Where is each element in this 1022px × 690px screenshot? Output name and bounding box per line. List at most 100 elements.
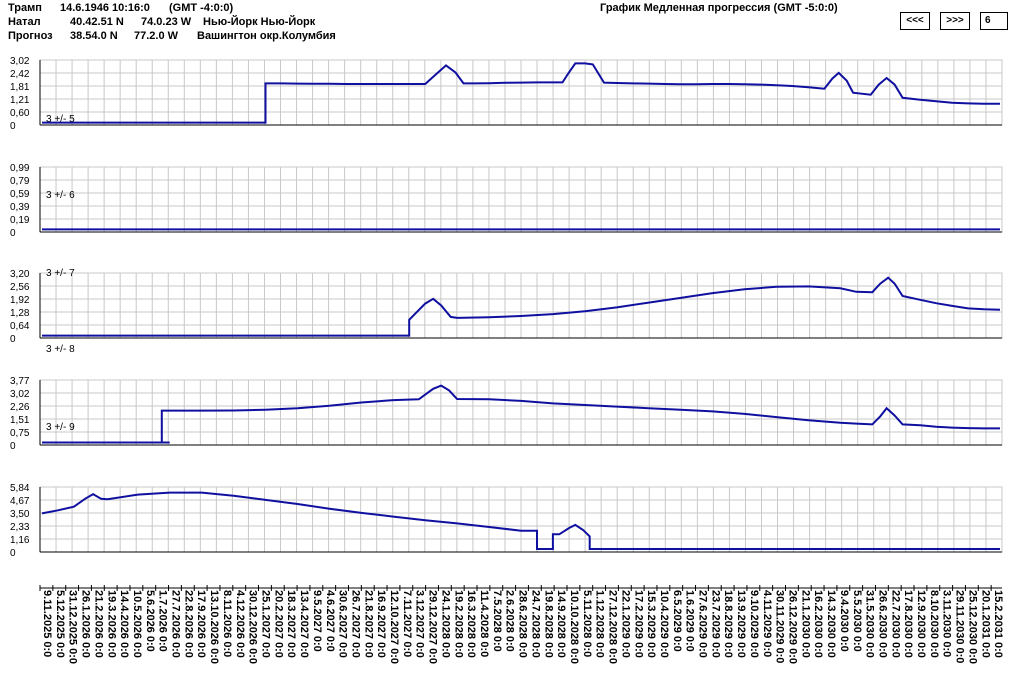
date-label: 5.11.2028 0:0: [581, 590, 593, 657]
date-label: 2.6.2028 0:0: [504, 590, 516, 652]
y-tick-label: 2,42: [10, 69, 30, 80]
date-label: 29.12.2027 0:0: [427, 590, 439, 664]
date-label: 1.6.2029 0:0: [684, 590, 696, 652]
date-label: 3.11.2030 0:0: [941, 590, 953, 657]
y-tick-label: 3,02: [10, 389, 30, 400]
prev-button[interactable]: <<<: [900, 12, 930, 30]
date-label: 31.12.2025 0:0: [67, 590, 79, 664]
date-label: 27.7.2026 0:0: [170, 590, 182, 658]
next-button[interactable]: >>>: [940, 12, 970, 30]
y-tick-label: 3,50: [10, 509, 30, 520]
y-tick-label: 3,77: [10, 376, 30, 387]
date-label: 24.7.2028 0:0: [529, 590, 541, 658]
natal-longitude: 74.0.23 W: [141, 16, 192, 28]
y-tick-label: 0: [10, 334, 16, 345]
date-label: 27.12.2028 0:0: [607, 590, 619, 664]
y-tick-label: 0,99: [10, 163, 30, 174]
date-label: 3.12.2027 0:0: [414, 590, 426, 658]
date-label: 9.10.2029 0:0: [748, 590, 760, 658]
date-label: 22.7.2030 0:0: [889, 590, 901, 658]
date-label: 10.4.2029 0:0: [658, 590, 670, 658]
natal-label: Натал: [8, 16, 41, 28]
y-tick-label: 0,19: [10, 215, 30, 226]
date-label: 9.11.2025 0:0: [41, 590, 53, 657]
series-line: [42, 62, 1000, 124]
y-tick-label: 1,51: [10, 415, 30, 426]
date-label: 4.6.2027 0:0: [324, 590, 336, 652]
date-label: 30.6.2027 0:0: [337, 590, 349, 658]
date-label: 22.1.2029 0:0: [619, 590, 631, 658]
step-value-field[interactable]: 6: [980, 12, 1008, 30]
forecast-place: Вашингтон окр.Колумбия: [197, 30, 336, 42]
y-tick-label: 2,33: [10, 522, 30, 533]
date-label: 22.8.2026 0:0: [182, 590, 194, 658]
date-label: 30.11.2029 0:0: [774, 590, 786, 663]
date-label: 20.1.2031 0:0: [979, 590, 991, 658]
date-label: 14.3.2030 0:0: [825, 590, 837, 658]
date-label: 26.7.2027 0:0: [349, 590, 361, 658]
date-label: 14.4.2026 0:0: [118, 590, 130, 658]
series-line: [42, 276, 1001, 337]
date-label: 7.11.2027 0:0: [401, 590, 413, 657]
date-label: 16.3.2028 0:0: [465, 590, 477, 658]
date-label: 17.2.2029 0:0: [632, 590, 644, 658]
y-tick-label: 0,59: [10, 189, 30, 200]
y-tick-label: 3,20: [10, 269, 30, 280]
y-tick-label: 0,60: [10, 108, 30, 119]
date-label: 13.4.2027 0:0: [298, 590, 310, 658]
date-label: 16.9.2027 0:0: [375, 590, 387, 658]
panel-label: 3 +/- 5: [46, 114, 75, 125]
date-label: 21.1.2030 0:0: [799, 590, 811, 658]
date-label: 14.9.2028 0:0: [555, 590, 567, 658]
panel-label: 3 +/- 8: [46, 344, 75, 355]
date-label: 18.8.2029 0:0: [722, 590, 734, 658]
date-label: 5.5.2030 0:0: [851, 590, 863, 652]
y-tick-label: 1,21: [10, 95, 30, 106]
date-label: 7.5.2028 0:0: [491, 590, 503, 652]
date-label: 15.3.2029 0:0: [645, 590, 657, 658]
y-tick-label: 1,92: [10, 295, 30, 306]
date-label: 17.8.2030 0:0: [902, 590, 914, 658]
y-tick-label: 1,81: [10, 82, 30, 93]
panel-label: 3 +/- 7: [46, 268, 75, 279]
date-label: 1.12.2028 0:0: [594, 590, 606, 658]
date-label: 12.10.2027 0:0: [388, 590, 400, 664]
series-line: [42, 384, 1000, 444]
date-label: 10.5.2026 0:0: [131, 590, 143, 658]
date-label: 24.1.2028 0:0: [439, 590, 451, 658]
date-label: 15.2.2031 0:0: [992, 590, 1004, 658]
date-label: 29.11.2030 0:0: [954, 590, 966, 663]
y-tick-label: 0: [10, 121, 16, 132]
series-line: [41, 491, 1000, 550]
y-tick-label: 2,56: [10, 282, 30, 293]
date-label: 8.10.2030 0:0: [928, 590, 940, 658]
date-label: 13.10.2026 0:0: [208, 590, 220, 664]
natal-place: Нью-Йорк Нью-Йорк: [203, 16, 316, 28]
date-label: 23.7.2029 0:0: [709, 590, 721, 658]
y-tick-label: 2,26: [10, 402, 30, 413]
natal-latitude: 40.42.51 N: [70, 16, 124, 28]
date-label: 11.4.2028 0:0: [478, 590, 490, 657]
date-label: 6.5.2029 0:0: [671, 590, 683, 652]
y-tick-label: 5,84: [10, 483, 30, 494]
y-tick-label: 0: [10, 228, 16, 239]
forecast-latitude: 38.54.0 N: [70, 30, 118, 42]
date-label: 25.1.2027 0:0: [260, 590, 272, 658]
date-label: 16.2.2030 0:0: [812, 590, 824, 658]
date-label: 26.12.2029 0:0: [786, 590, 798, 664]
date-label: 18.3.2027 0:0: [285, 590, 297, 658]
y-tick-label: 0: [10, 441, 16, 452]
y-tick-label: 1,28: [10, 308, 30, 319]
panel-label: 3 +/- 6: [46, 190, 75, 201]
date-label: 26.6.2030 0:0: [876, 590, 888, 658]
y-tick-label: 4,67: [10, 496, 30, 507]
y-tick-label: 0,79: [10, 176, 30, 187]
date-label: 20.2.2027 0:0: [272, 590, 284, 658]
date-label: 5.6.2026 0:0: [144, 590, 156, 652]
birth-datetime: 14.6.1946 10:16:0: [60, 2, 150, 14]
date-label: 21.8.2027 0:0: [362, 590, 374, 658]
date-label: 27.6.2029 0:0: [697, 590, 709, 658]
date-label: 25.12.2030 0:0: [966, 590, 978, 664]
forecast-label: Прогноз: [8, 30, 53, 42]
y-tick-label: 1,16: [10, 535, 30, 546]
